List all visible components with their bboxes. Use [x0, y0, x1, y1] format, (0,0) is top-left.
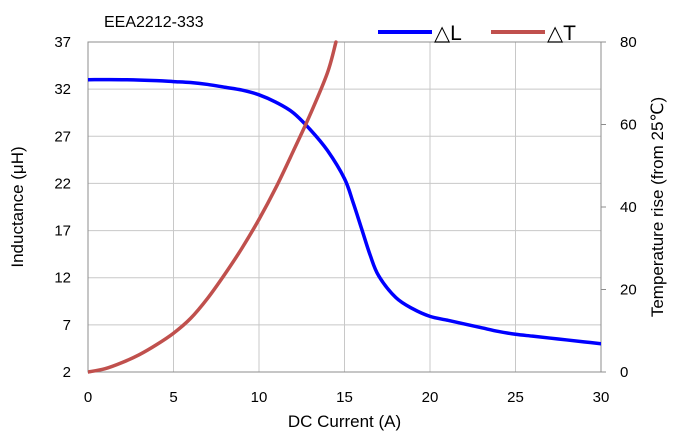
y-left-tick-label: 27 — [54, 128, 71, 145]
x-tick-label: 15 — [336, 389, 353, 406]
x-tick-label: 5 — [169, 389, 177, 406]
x-tick-label: 20 — [422, 389, 439, 406]
x-axis-label: DC Current (A) — [288, 412, 401, 431]
series-line-temperature — [88, 40, 338, 374]
y-left-tick-label: 37 — [54, 34, 71, 51]
y-left-tick-label: 7 — [63, 317, 71, 334]
y-left-tick-label: 22 — [54, 175, 71, 192]
y-right-tick-label: 20 — [620, 282, 637, 299]
y-left-tick-label: 12 — [54, 270, 71, 287]
legend: △L △T — [378, 22, 576, 45]
y-right-tick-label: 60 — [620, 117, 637, 134]
y-right-tick-label: 40 — [620, 199, 637, 216]
legend-label-temperature: △T — [547, 22, 576, 45]
plot-border — [87, 41, 602, 373]
chart-title: EEA2212-333 — [104, 14, 204, 31]
y-left-tick-label: 2 — [63, 364, 71, 381]
series-layer — [88, 40, 601, 374]
grid-lines — [88, 42, 601, 372]
plot-frame — [87, 41, 606, 373]
x-tick-label: 0 — [84, 389, 92, 406]
y-left-tick-label: 32 — [54, 81, 71, 98]
x-tick-label: 30 — [593, 389, 610, 406]
y-right-tick-label: 0 — [620, 364, 628, 381]
y-axis-right-label: Temperature rise (from 25℃) — [648, 97, 667, 317]
y-left-tick-label: 17 — [54, 223, 71, 240]
legend-label-inductance: △L — [434, 22, 462, 45]
y-right-tick-label: 80 — [620, 34, 637, 51]
series-line-inductance — [88, 77, 601, 346]
x-tick-label: 10 — [251, 389, 268, 406]
x-tick-label: 25 — [507, 389, 524, 406]
y-axis-left-label: Inductance (μH) — [8, 146, 27, 267]
